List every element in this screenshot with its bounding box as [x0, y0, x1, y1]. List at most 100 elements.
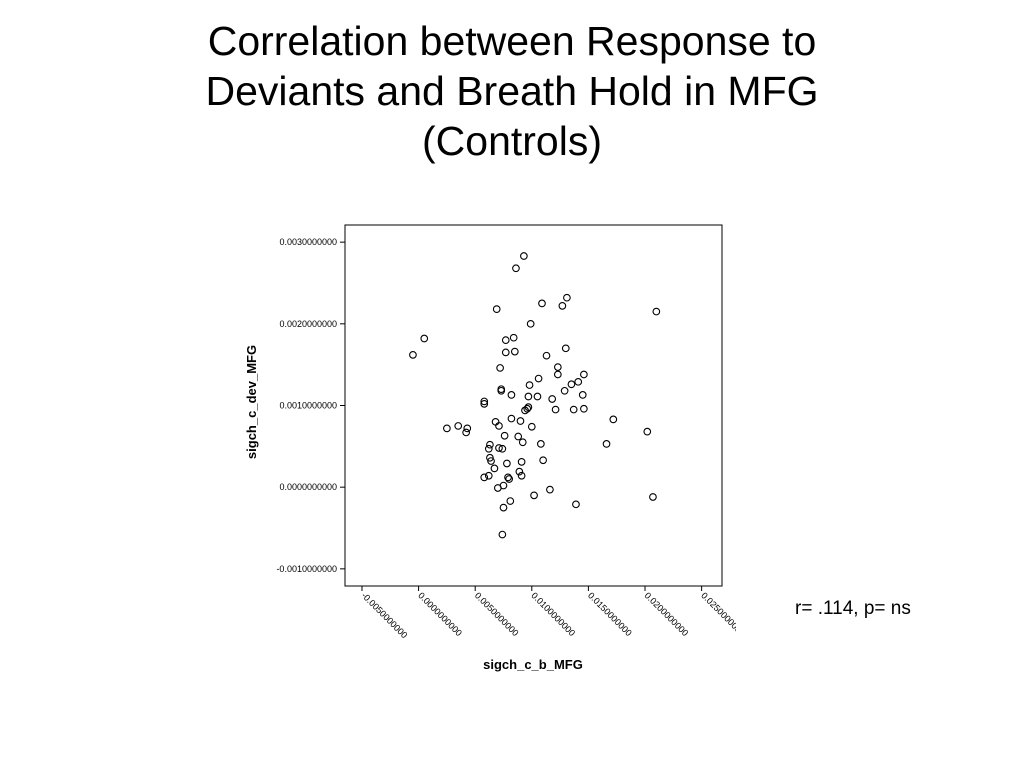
data-point — [551, 405, 560, 414]
data-point — [512, 264, 520, 273]
y-tick-label: 0.0000000000 — [279, 482, 337, 492]
x-tick-label: 0.0200000000 — [643, 590, 691, 638]
data-point — [505, 475, 514, 483]
data-point — [486, 440, 494, 449]
x-tick-label: 0.0100000000 — [529, 590, 577, 638]
data-point — [498, 444, 507, 453]
data-point — [487, 457, 495, 465]
data-point — [520, 252, 528, 260]
data-point — [574, 377, 583, 386]
data-point — [503, 459, 511, 468]
data-point — [542, 351, 551, 360]
data-point — [486, 453, 494, 462]
data-point — [525, 381, 534, 389]
data-point — [501, 348, 510, 357]
x-tick-label: 0.0050000000 — [473, 590, 521, 638]
data-point — [523, 404, 532, 413]
data-point — [572, 500, 580, 509]
title-line: (Controls) — [422, 118, 602, 164]
data-point — [463, 424, 472, 433]
data-point — [553, 363, 562, 371]
x-tick-label: 0.0000000000 — [416, 590, 464, 638]
y-axis-title: sigch_c_dev_MFG — [244, 345, 259, 459]
data-point — [500, 431, 509, 440]
y-axis: 0.0030000000 0.0020000000 0.0010000000 0.00… — [276, 237, 345, 574]
data-point — [462, 428, 470, 437]
data-point — [507, 391, 516, 399]
data-point — [497, 385, 506, 394]
data-point — [578, 391, 587, 399]
data-point — [548, 395, 557, 403]
data-point — [514, 432, 523, 441]
data-point — [534, 374, 543, 383]
data-point — [509, 333, 518, 342]
title-line: Deviants and Breath Hold in MFG — [205, 68, 819, 114]
data-point — [409, 351, 417, 359]
data-point — [516, 417, 525, 425]
data-point — [561, 344, 570, 353]
data-point — [443, 424, 451, 433]
data-point — [498, 530, 507, 539]
x-tick-label: 0.0250000000 — [699, 590, 747, 638]
data-point — [533, 392, 542, 401]
data-point — [480, 400, 489, 408]
data-point — [530, 491, 538, 500]
data-point — [602, 440, 611, 448]
data-point — [484, 471, 493, 480]
data-point — [553, 370, 562, 379]
data-point — [526, 319, 535, 328]
data-point — [560, 386, 569, 395]
data-point — [480, 397, 489, 406]
data-point — [420, 334, 429, 343]
data-point — [499, 481, 508, 490]
data-point — [490, 464, 499, 473]
data-point — [499, 503, 508, 512]
data-point — [484, 444, 493, 453]
data-point — [649, 493, 657, 501]
data-point — [524, 403, 533, 411]
data-point — [569, 405, 578, 414]
x-axis-title: sigch_c_b_MFG — [483, 657, 583, 672]
x-tick-label: 0.0150000000 — [586, 590, 634, 638]
title-line: Correlation between Response to — [207, 18, 817, 64]
data-point — [580, 404, 588, 413]
data-point — [506, 497, 515, 505]
data-point — [517, 471, 526, 480]
data-point — [527, 422, 536, 431]
data-point — [507, 414, 516, 423]
y-tick-label: 0.0020000000 — [279, 319, 337, 329]
data-point — [496, 364, 504, 372]
data-point — [558, 302, 567, 310]
data-point — [495, 422, 503, 430]
data-point — [537, 440, 545, 448]
data-point — [643, 427, 652, 436]
y-tick-label: -0.0010000000 — [276, 564, 337, 574]
data-points — [409, 252, 661, 539]
correlation-annotation: r= .114, p= ns — [795, 598, 911, 619]
data-point — [480, 473, 489, 482]
data-point — [501, 336, 510, 345]
data-point — [510, 347, 519, 356]
data-point — [609, 415, 618, 424]
data-point — [454, 422, 463, 430]
data-point — [563, 293, 571, 302]
x-tick-label: -0.0050000000 — [360, 590, 410, 640]
y-tick-label: 0.0030000000 — [279, 237, 337, 247]
y-tick-label: 0.0010000000 — [279, 401, 337, 411]
data-point — [652, 307, 661, 316]
data-point — [580, 370, 588, 379]
slide-title: Correlation between Response to Deviants… — [112, 16, 912, 166]
x-axis: -0.0050000000 0.0000000000 0.0050000000 0.0… — [360, 586, 747, 640]
data-point — [524, 392, 533, 401]
data-point — [567, 380, 576, 389]
data-point — [538, 299, 546, 308]
data-point — [518, 438, 527, 447]
data-point — [517, 458, 526, 466]
data-point — [495, 444, 503, 452]
data-point — [539, 456, 547, 465]
data-point — [515, 467, 524, 476]
data-point — [504, 473, 512, 482]
plot-frame — [344, 224, 723, 587]
data-point — [546, 485, 554, 494]
